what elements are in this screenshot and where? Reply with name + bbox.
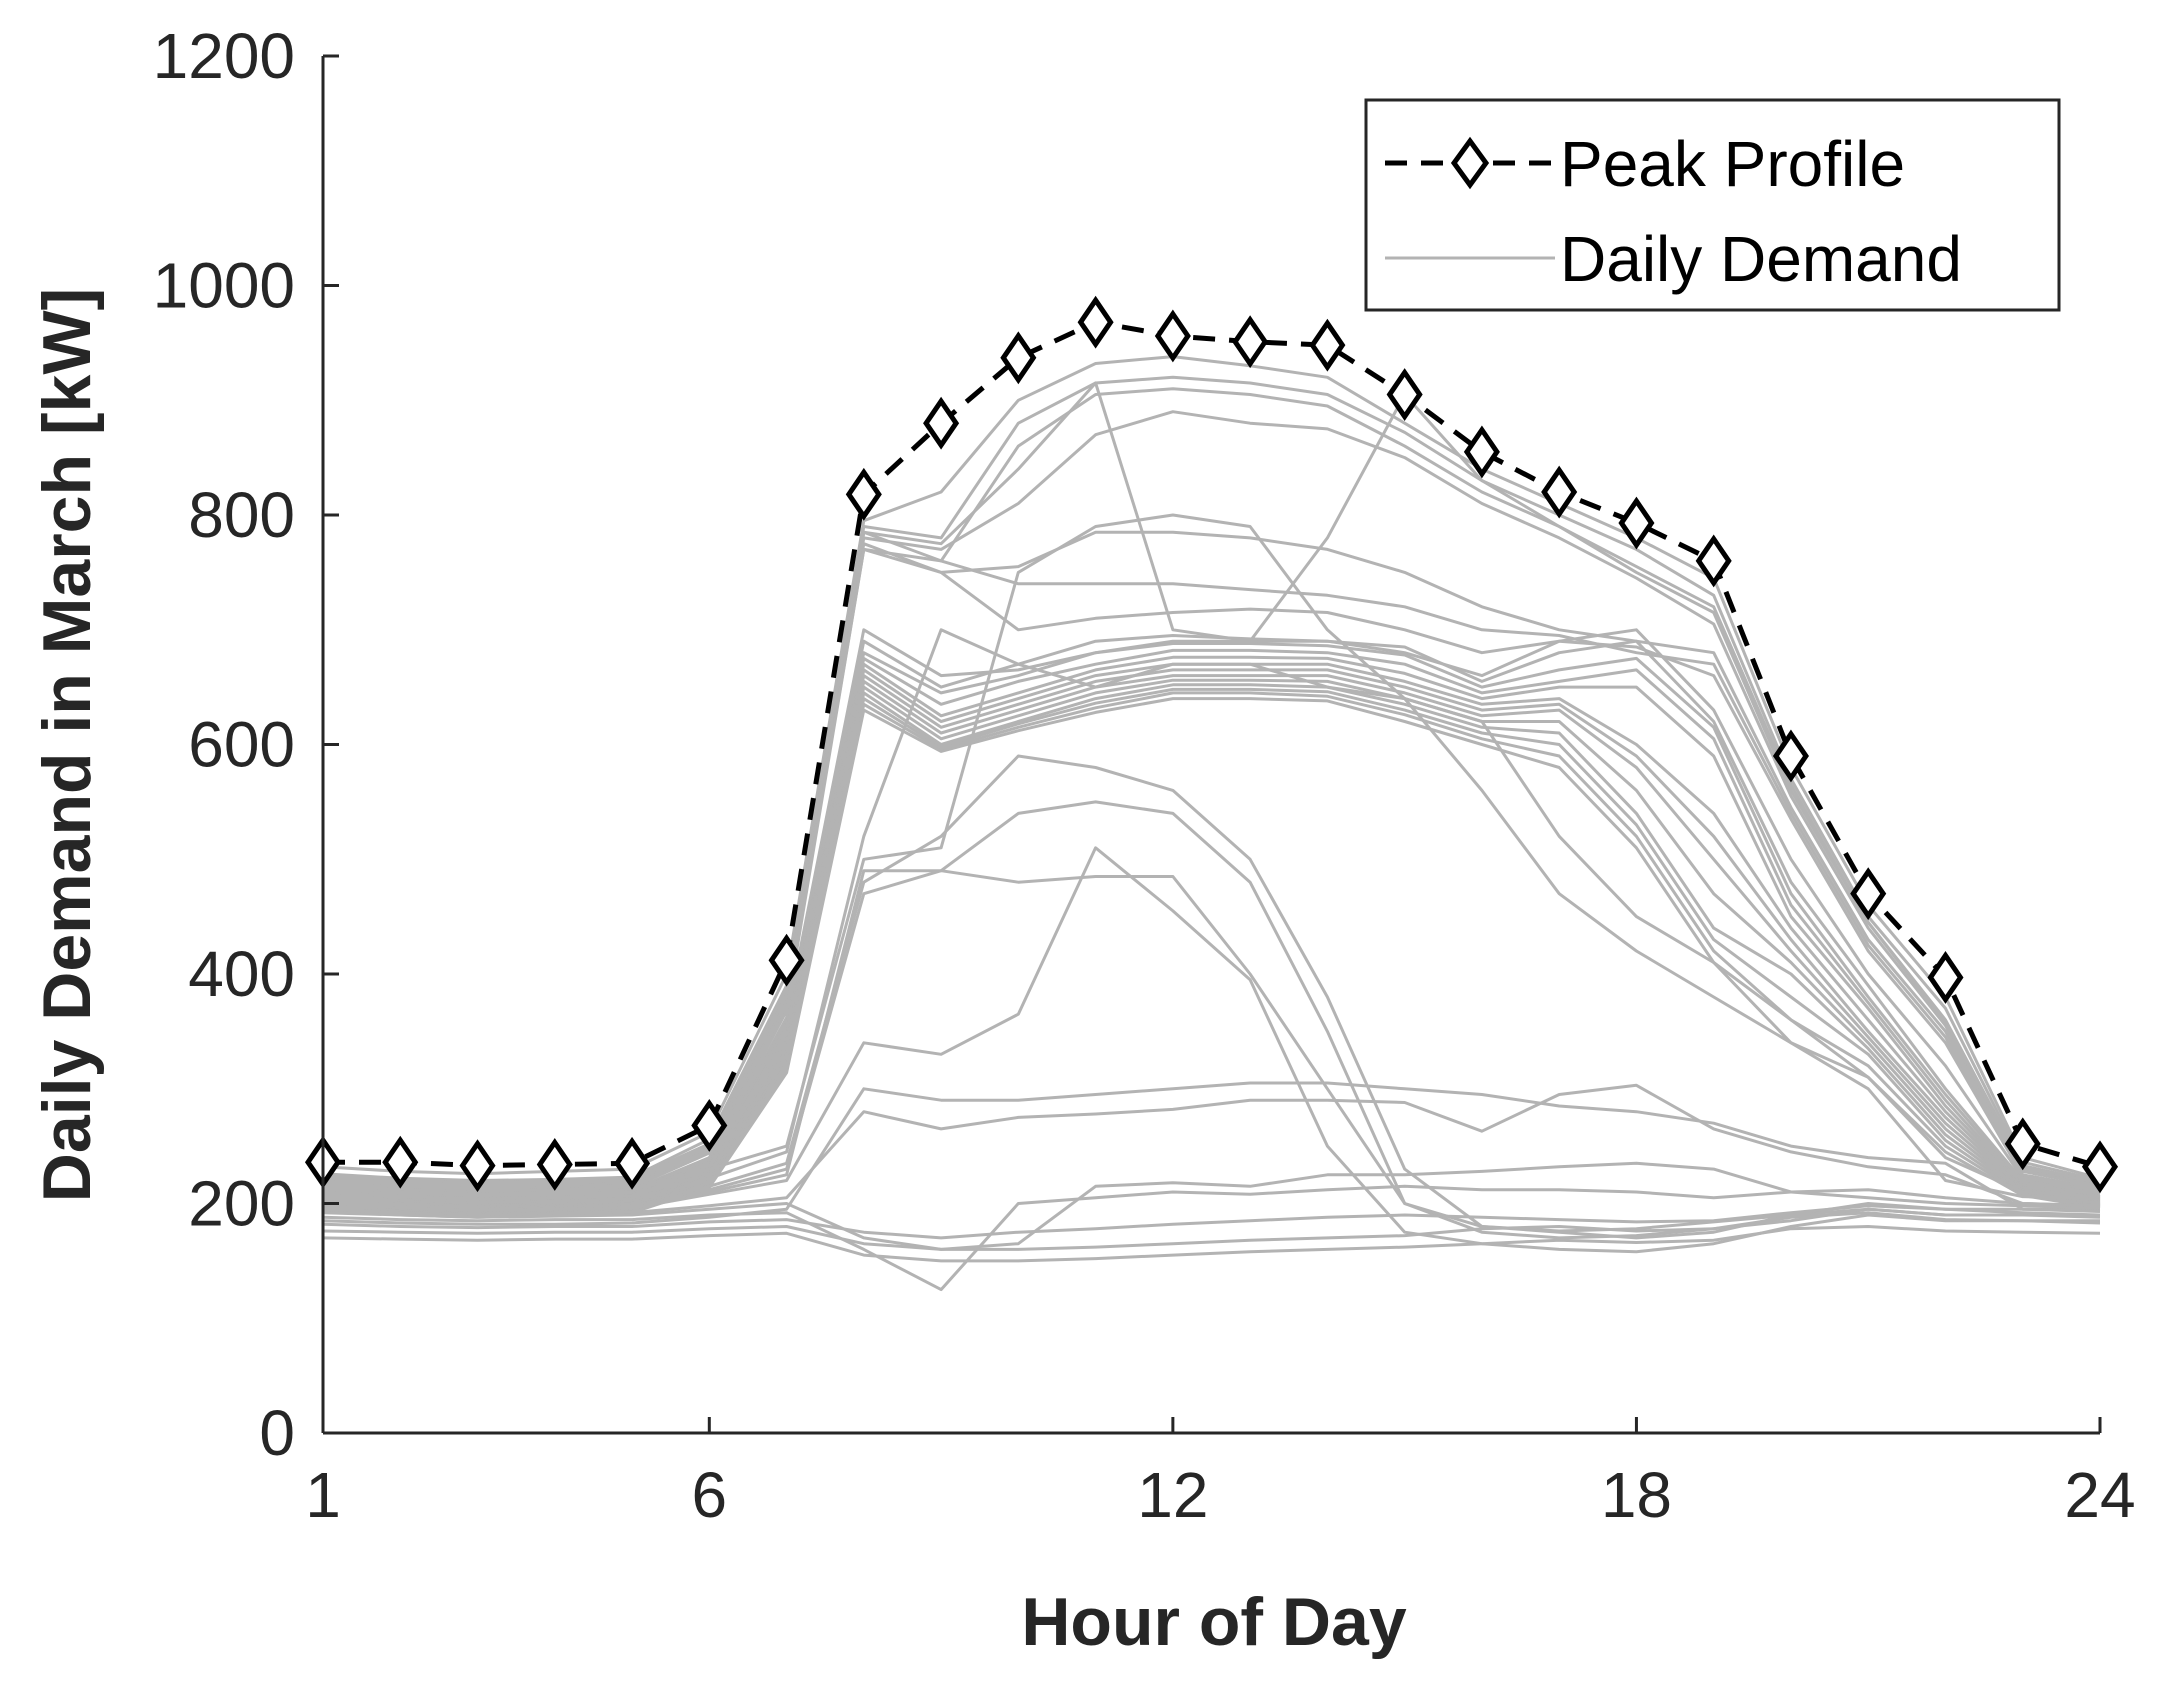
peak-marker: [1232, 315, 1269, 369]
peak-marker: [1772, 729, 1809, 783]
peak-marker: [459, 1139, 496, 1193]
daily-demand-line: [322, 628, 2101, 1208]
daily-demand-line: [322, 1083, 2101, 1217]
legend-box: [1364, 98, 2061, 312]
peak-marker: [1695, 534, 1732, 588]
peak-marker: [2004, 1117, 2041, 1171]
peak-marker: [382, 1135, 419, 1189]
daily-demand-line: [322, 1225, 2101, 1263]
legend-peak-marker: [1450, 136, 1490, 190]
daily-demand-line: [322, 1081, 2101, 1226]
y-tick-label: 1000: [153, 250, 295, 322]
peak-marker: [2081, 1140, 2119, 1194]
peak-marker: [536, 1138, 573, 1191]
y-axis-title: Daily Demand in March [kW]: [29, 288, 105, 1202]
x-ticks: 1 6 12 18 24: [305, 1417, 2136, 1531]
x-tick-label: 1: [305, 1459, 341, 1531]
y-tick-label: 200: [188, 1168, 295, 1240]
daily-demand-line: [322, 846, 2100, 1254]
daily-demand-line: [322, 691, 2101, 1218]
peak-marker: [1541, 465, 1578, 519]
peak-marker: [1463, 425, 1500, 479]
daily-demand-line: [322, 355, 2101, 1180]
x-tick-label: 6: [692, 1459, 728, 1531]
legend: Peak Profile Daily Demand: [1364, 98, 2061, 312]
daily-demand-line: [322, 387, 2101, 1185]
daily-demand-line: [322, 1184, 2101, 1292]
daily-demand-line: [322, 547, 2101, 1194]
peak-marker: [1927, 951, 1964, 1004]
daily-demand-line: [322, 381, 2101, 1187]
legend-daily-label: Daily Demand: [1560, 223, 1962, 295]
peak-marker: [1850, 867, 1887, 921]
daily-demand-lines: [322, 355, 2101, 1292]
daily-demand-line: [322, 530, 2101, 1192]
peak-marker: [923, 396, 960, 450]
daily-demand-line: [322, 1204, 2101, 1240]
daily-demand-line: [322, 662, 2101, 1210]
daily-demand-line: [322, 410, 2101, 1189]
daily-demand-line: [322, 655, 2101, 1208]
x-axis-title: Hour of Day: [1021, 1584, 1407, 1660]
daily-demand-line: [322, 628, 2101, 1199]
x-tick-label: 12: [1137, 1459, 1208, 1531]
x-tick-label: 18: [1601, 1459, 1672, 1531]
peak-marker: [845, 467, 882, 521]
peak-marker: [1000, 331, 1037, 385]
daily-demand-line: [322, 634, 2101, 1201]
y-ticks: 0 200 400 600 800 1000 1200: [153, 20, 339, 1469]
peak-marker: [691, 1099, 728, 1152]
peak-marker: [768, 933, 805, 987]
peak-marker: [1154, 309, 1191, 363]
daily-demand-line: [322, 1211, 2101, 1251]
peak-marker: [1309, 318, 1346, 372]
peak-profile-line: [323, 319, 2101, 1170]
y-tick-label: 1200: [153, 20, 295, 92]
y-tick-label: 400: [188, 938, 295, 1010]
peak-marker: [1386, 368, 1423, 421]
daily-demand-line: [322, 547, 2101, 1196]
peak-marker: [614, 1136, 651, 1190]
y-tick-label: 600: [188, 709, 295, 781]
daily-demand-line: [322, 513, 2101, 1201]
peak-profile: [304, 295, 2119, 1194]
peak-marker: [1618, 496, 1655, 550]
peak-marker: [1077, 295, 1114, 349]
legend-peak-label: Peak Profile: [1560, 128, 1905, 200]
x-tick-label: 24: [2064, 1459, 2135, 1531]
y-tick-label: 0: [259, 1397, 295, 1469]
daily-demand-line: [322, 375, 2101, 1182]
y-tick-label: 800: [188, 479, 295, 551]
daily-demand-line: [322, 648, 2101, 1205]
